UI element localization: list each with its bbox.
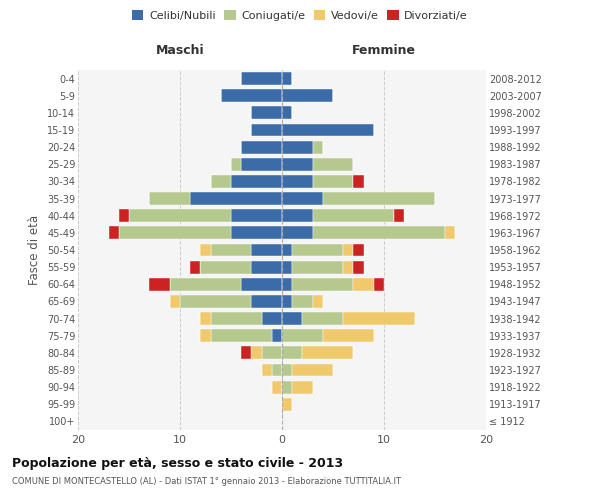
Bar [231, 210, 282, 222]
Bar [251, 106, 282, 120]
Bar [231, 158, 241, 170]
Text: COMUNE DI MONTECASTELLO (AL) - Dati ISTAT 1° gennaio 2013 - Elaborazione TUTTITA: COMUNE DI MONTECASTELLO (AL) - Dati ISTA… [12, 478, 401, 486]
Bar [149, 278, 170, 290]
Bar [231, 175, 282, 188]
Bar [282, 312, 302, 325]
Bar [241, 72, 282, 85]
Bar [313, 226, 445, 239]
Bar [129, 210, 231, 222]
Text: Popolazione per età, sesso e stato civile - 2013: Popolazione per età, sesso e stato civil… [12, 458, 343, 470]
Bar [282, 140, 313, 153]
Bar [211, 312, 262, 325]
Bar [313, 175, 353, 188]
Bar [302, 312, 343, 325]
Bar [272, 330, 282, 342]
Bar [282, 175, 313, 188]
Bar [109, 226, 119, 239]
Bar [323, 330, 374, 342]
Bar [313, 158, 353, 170]
Bar [353, 260, 364, 274]
Bar [282, 364, 292, 376]
Bar [282, 278, 292, 290]
Bar [282, 72, 292, 85]
Bar [200, 244, 211, 256]
Bar [445, 226, 455, 239]
Bar [282, 398, 292, 410]
Bar [149, 192, 190, 205]
Y-axis label: Fasce di età: Fasce di età [28, 215, 41, 285]
Bar [251, 124, 282, 136]
Bar [313, 140, 323, 153]
Bar [292, 278, 353, 290]
Bar [282, 106, 292, 120]
Bar [262, 312, 282, 325]
Bar [251, 295, 282, 308]
Text: Femmine: Femmine [352, 44, 416, 58]
Bar [343, 260, 353, 274]
Bar [394, 210, 404, 222]
Bar [282, 192, 323, 205]
Bar [282, 346, 302, 360]
Bar [343, 312, 415, 325]
Legend: Celibi/Nubili, Coniugati/e, Vedovi/e, Divorziati/e: Celibi/Nubili, Coniugati/e, Vedovi/e, Di… [130, 8, 470, 23]
Bar [292, 244, 343, 256]
Bar [211, 330, 272, 342]
Bar [292, 364, 333, 376]
Bar [313, 210, 394, 222]
Bar [200, 330, 211, 342]
Bar [313, 295, 323, 308]
Bar [353, 244, 364, 256]
Bar [180, 295, 251, 308]
Bar [282, 210, 313, 222]
Bar [241, 278, 282, 290]
Bar [323, 192, 435, 205]
Bar [251, 244, 282, 256]
Bar [272, 380, 282, 394]
Bar [282, 260, 292, 274]
Bar [251, 346, 262, 360]
Bar [282, 158, 313, 170]
Bar [353, 278, 374, 290]
Bar [272, 364, 282, 376]
Bar [119, 226, 231, 239]
Bar [190, 260, 200, 274]
Bar [282, 226, 313, 239]
Bar [241, 346, 251, 360]
Bar [292, 295, 313, 308]
Bar [282, 295, 292, 308]
Bar [282, 124, 374, 136]
Bar [119, 210, 129, 222]
Bar [282, 244, 292, 256]
Bar [374, 278, 384, 290]
Bar [200, 312, 211, 325]
Bar [200, 260, 251, 274]
Bar [262, 346, 282, 360]
Bar [211, 244, 251, 256]
Text: Maschi: Maschi [155, 44, 205, 58]
Bar [353, 175, 364, 188]
Bar [170, 295, 180, 308]
Bar [170, 278, 241, 290]
Bar [282, 330, 323, 342]
Bar [282, 380, 292, 394]
Bar [231, 226, 282, 239]
Bar [211, 175, 231, 188]
Bar [251, 260, 282, 274]
Bar [190, 192, 282, 205]
Bar [282, 90, 333, 102]
Bar [302, 346, 353, 360]
Bar [241, 140, 282, 153]
Bar [241, 158, 282, 170]
Bar [343, 244, 353, 256]
Bar [262, 364, 272, 376]
Bar [292, 260, 343, 274]
Bar [292, 380, 313, 394]
Bar [221, 90, 282, 102]
